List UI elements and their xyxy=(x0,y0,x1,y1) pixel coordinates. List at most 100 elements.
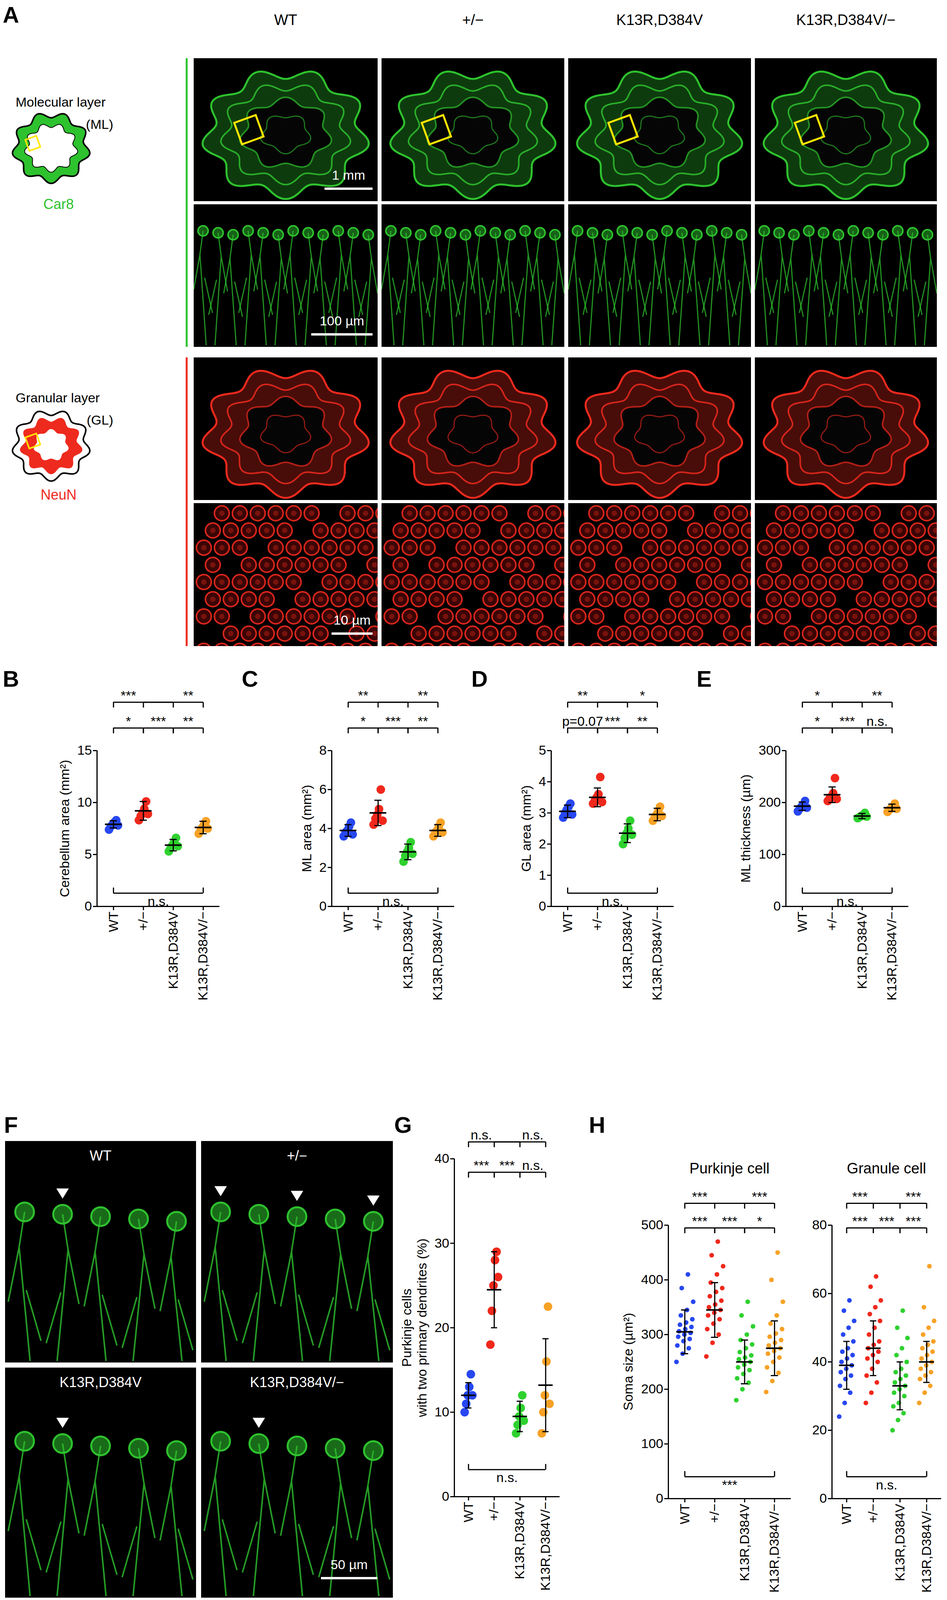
svg-text:0: 0 xyxy=(84,898,93,914)
svg-text:***: *** xyxy=(722,1476,738,1492)
svg-text:***: *** xyxy=(879,1213,895,1229)
svg-text:K13R,D384V: K13R,D384V xyxy=(736,1503,752,1581)
svg-text:***: *** xyxy=(839,713,856,729)
svg-text:+/−: +/− xyxy=(865,1503,881,1523)
svg-text:30: 30 xyxy=(434,1235,450,1251)
svg-text:***: *** xyxy=(722,1213,738,1229)
svg-text:n.s.: n.s. xyxy=(147,893,170,909)
svg-text:500: 500 xyxy=(641,1216,664,1232)
svg-text:3: 3 xyxy=(538,804,547,820)
svg-text:K13R,D384V/−: K13R,D384V/− xyxy=(649,911,665,1001)
svg-text:n.s.: n.s. xyxy=(875,1476,898,1492)
svg-text:K13R,D384V/−: K13R,D384V/− xyxy=(195,911,211,1001)
svg-text:*: * xyxy=(814,713,820,729)
svg-text:K13R,D384V: K13R,D384V xyxy=(511,1501,527,1579)
svg-text:K13R,D384V/−: K13R,D384V/− xyxy=(884,911,899,1001)
svg-text:0: 0 xyxy=(319,898,327,914)
svg-text:K13R,D384V: K13R,D384V xyxy=(854,911,870,989)
svg-text:WT: WT xyxy=(794,911,810,933)
svg-text:WT: WT xyxy=(460,1501,476,1523)
svg-text:100: 100 xyxy=(641,1435,664,1451)
svg-text:***: *** xyxy=(604,713,621,729)
svg-text:300: 300 xyxy=(758,742,782,758)
svg-text:*: * xyxy=(814,687,820,703)
svg-text:+/−: +/− xyxy=(486,1501,502,1521)
svg-text:n.s.: n.s. xyxy=(836,893,858,909)
svg-text:**: ** xyxy=(417,687,429,703)
svg-text:**: ** xyxy=(183,687,194,703)
svg-text:K13R,D384V/−: K13R,D384V/− xyxy=(766,1503,782,1593)
svg-text:8: 8 xyxy=(319,742,327,758)
svg-text:n.s.: n.s. xyxy=(601,893,624,909)
svg-text:***: *** xyxy=(150,713,167,729)
svg-text:0: 0 xyxy=(773,898,782,914)
svg-text:***: *** xyxy=(852,1188,868,1204)
svg-text:6: 6 xyxy=(319,781,327,797)
svg-text:1: 1 xyxy=(538,867,547,883)
svg-text:***: *** xyxy=(905,1188,922,1204)
svg-text:K13R,D384V: K13R,D384V xyxy=(892,1503,908,1581)
svg-text:**: ** xyxy=(577,687,588,703)
svg-text:WT: WT xyxy=(105,911,121,933)
svg-text:+/−: +/− xyxy=(824,911,840,931)
svg-text:***: *** xyxy=(473,1157,490,1173)
svg-text:+/−: +/− xyxy=(706,1503,722,1523)
svg-text:n.s.: n.s. xyxy=(470,1127,493,1142)
svg-text:K13R,D384V: K13R,D384V xyxy=(165,911,181,989)
svg-text:**: ** xyxy=(183,713,194,729)
svg-text:n.s.: n.s. xyxy=(866,713,889,729)
svg-text:***: *** xyxy=(120,687,137,703)
svg-text:***: *** xyxy=(691,1213,708,1229)
svg-text:4: 4 xyxy=(319,820,327,836)
svg-text:5: 5 xyxy=(538,742,547,758)
svg-text:***: *** xyxy=(852,1213,868,1229)
svg-text:WT: WT xyxy=(677,1503,692,1525)
svg-text:5: 5 xyxy=(84,846,93,862)
svg-text:**: ** xyxy=(358,687,369,703)
svg-text:***: *** xyxy=(499,1157,516,1173)
svg-text:10: 10 xyxy=(434,1403,450,1419)
svg-text:40: 40 xyxy=(434,1150,450,1166)
svg-text:WT: WT xyxy=(838,1503,854,1525)
svg-text:40: 40 xyxy=(812,1353,828,1369)
svg-text:20: 20 xyxy=(434,1319,450,1335)
svg-text:**: ** xyxy=(872,687,883,703)
svg-text:n.s.: n.s. xyxy=(522,1127,544,1142)
svg-text:2: 2 xyxy=(319,859,327,875)
svg-text:***: *** xyxy=(751,1188,768,1204)
svg-text:n.s.: n.s. xyxy=(382,893,404,909)
svg-text:200: 200 xyxy=(758,794,782,810)
svg-text:p=0.07: p=0.07 xyxy=(561,713,603,729)
svg-text:15: 15 xyxy=(77,742,93,758)
svg-text:K13R,D384V: K13R,D384V xyxy=(619,911,635,989)
svg-text:**: ** xyxy=(637,713,648,729)
svg-text:2: 2 xyxy=(538,836,547,851)
svg-text:20: 20 xyxy=(812,1421,828,1437)
svg-text:300: 300 xyxy=(641,1326,664,1342)
svg-text:n.s.: n.s. xyxy=(496,1469,518,1485)
svg-text:200: 200 xyxy=(641,1380,664,1396)
svg-text:***: *** xyxy=(905,1213,922,1229)
svg-text:WT: WT xyxy=(559,911,575,933)
svg-text:80: 80 xyxy=(812,1216,828,1232)
svg-text:K13R,D384V: K13R,D384V xyxy=(400,911,416,989)
svg-text:+/−: +/− xyxy=(135,911,151,931)
svg-text:*: * xyxy=(360,713,366,729)
svg-text:400: 400 xyxy=(641,1271,664,1287)
svg-text:***: *** xyxy=(385,713,402,729)
svg-text:4: 4 xyxy=(538,773,547,789)
svg-text:K13R,D384V/−: K13R,D384V/− xyxy=(918,1503,934,1593)
svg-text:+/−: +/− xyxy=(370,911,386,931)
svg-text:***: *** xyxy=(691,1188,708,1204)
svg-text:0: 0 xyxy=(819,1490,828,1506)
svg-text:K13R,D384V/−: K13R,D384V/− xyxy=(429,911,445,1001)
svg-text:60: 60 xyxy=(812,1285,828,1301)
svg-text:0: 0 xyxy=(538,898,547,914)
svg-text:**: ** xyxy=(417,713,429,729)
svg-text:*: * xyxy=(125,713,131,729)
svg-text:100: 100 xyxy=(758,846,782,862)
svg-text:0: 0 xyxy=(442,1488,450,1504)
svg-text:*: * xyxy=(756,1213,762,1229)
svg-text:WT: WT xyxy=(340,911,356,933)
svg-text:n.s.: n.s. xyxy=(522,1157,544,1173)
